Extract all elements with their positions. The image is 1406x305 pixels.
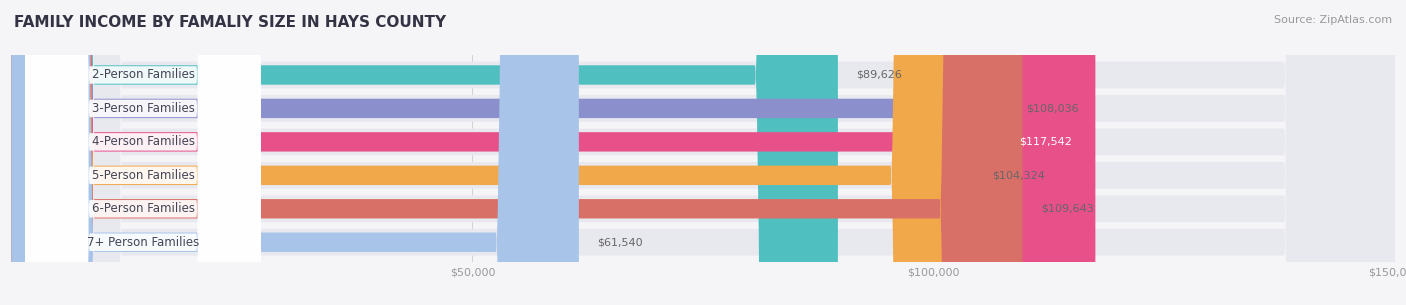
FancyBboxPatch shape [11, 0, 1008, 305]
Text: FAMILY INCOME BY FAMALIY SIZE IN HAYS COUNTY: FAMILY INCOME BY FAMALIY SIZE IN HAYS CO… [14, 15, 446, 30]
FancyBboxPatch shape [25, 0, 262, 305]
Text: 2-Person Families: 2-Person Families [91, 68, 194, 81]
Text: 5-Person Families: 5-Person Families [91, 169, 194, 182]
FancyBboxPatch shape [25, 0, 262, 305]
Text: 6-Person Families: 6-Person Families [91, 202, 194, 215]
FancyBboxPatch shape [11, 0, 579, 305]
Text: 3-Person Families: 3-Person Families [91, 102, 194, 115]
FancyBboxPatch shape [25, 0, 262, 305]
Text: $104,324: $104,324 [991, 170, 1045, 180]
FancyBboxPatch shape [11, 0, 1022, 305]
Text: 7+ Person Families: 7+ Person Families [87, 236, 200, 249]
FancyBboxPatch shape [11, 0, 1395, 305]
FancyBboxPatch shape [11, 0, 1395, 305]
FancyBboxPatch shape [25, 0, 262, 305]
Text: Source: ZipAtlas.com: Source: ZipAtlas.com [1274, 15, 1392, 25]
FancyBboxPatch shape [11, 0, 838, 305]
Text: $61,540: $61,540 [598, 237, 643, 247]
FancyBboxPatch shape [11, 0, 1395, 305]
Text: $108,036: $108,036 [1026, 103, 1078, 113]
Text: $109,643: $109,643 [1040, 204, 1094, 214]
Text: $117,542: $117,542 [1019, 137, 1073, 147]
FancyBboxPatch shape [25, 0, 262, 305]
Text: 4-Person Families: 4-Person Families [91, 135, 194, 148]
FancyBboxPatch shape [11, 0, 1095, 305]
FancyBboxPatch shape [11, 0, 1395, 305]
FancyBboxPatch shape [25, 0, 262, 305]
FancyBboxPatch shape [11, 0, 1395, 305]
Text: $89,626: $89,626 [856, 70, 903, 80]
FancyBboxPatch shape [11, 0, 973, 305]
FancyBboxPatch shape [11, 0, 1395, 305]
